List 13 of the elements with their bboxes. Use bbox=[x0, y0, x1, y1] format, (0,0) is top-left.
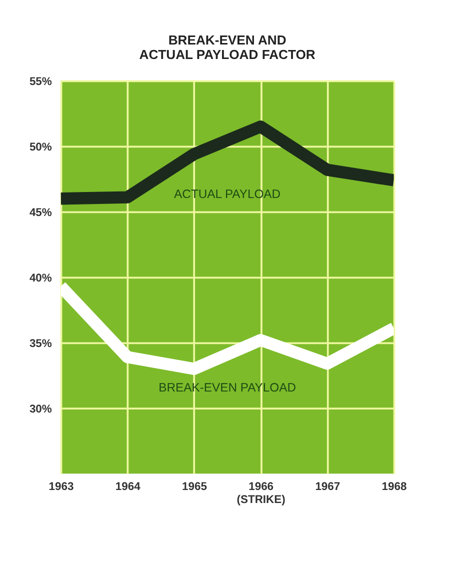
y-tick-label: 30% bbox=[29, 403, 52, 416]
x-tick-label: 1965 bbox=[182, 481, 207, 493]
y-tick-label: 50% bbox=[29, 141, 52, 154]
chart-title: BREAK-EVEN AND ACTUAL PAYLOAD FACTOR bbox=[139, 32, 316, 62]
x-tick-label: 1963 bbox=[48, 481, 74, 493]
x-tick-label: 1964 bbox=[115, 481, 142, 493]
y-tick-label: 40% bbox=[29, 272, 52, 284]
x-tick-label: 1968 bbox=[382, 481, 407, 493]
x-tick-label: 1967 bbox=[315, 481, 340, 493]
x-tick-label: 1966 (STRIKE) bbox=[236, 481, 286, 506]
y-tick-label: 55% bbox=[29, 76, 52, 88]
y-tick-label: 45% bbox=[29, 206, 52, 219]
y-tick-label: 35% bbox=[29, 338, 52, 350]
